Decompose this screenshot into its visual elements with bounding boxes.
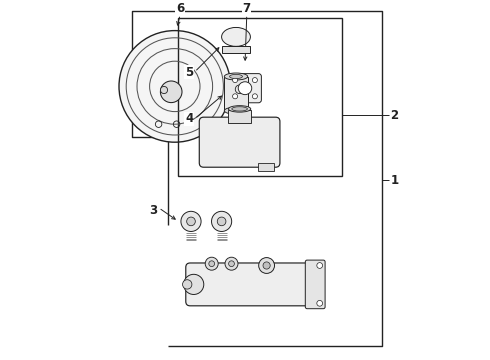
Circle shape <box>205 257 218 270</box>
Circle shape <box>235 85 244 94</box>
FancyBboxPatch shape <box>186 263 318 306</box>
Circle shape <box>263 262 270 269</box>
Circle shape <box>259 258 274 274</box>
Text: 3: 3 <box>149 204 157 217</box>
Ellipse shape <box>228 106 251 112</box>
Bar <box>258 163 274 171</box>
Circle shape <box>217 217 226 226</box>
FancyBboxPatch shape <box>199 117 280 167</box>
Circle shape <box>119 31 231 142</box>
Circle shape <box>233 94 238 99</box>
Circle shape <box>252 94 257 99</box>
Ellipse shape <box>229 75 243 78</box>
Circle shape <box>317 300 322 306</box>
Bar <box>178 18 342 176</box>
Text: 7: 7 <box>243 3 251 15</box>
FancyBboxPatch shape <box>305 260 325 309</box>
Circle shape <box>187 217 196 226</box>
Circle shape <box>181 211 201 231</box>
Ellipse shape <box>232 107 247 111</box>
Text: 1: 1 <box>391 174 398 186</box>
Text: 5: 5 <box>185 66 194 78</box>
Text: 2: 2 <box>391 109 398 122</box>
Circle shape <box>225 257 238 270</box>
Circle shape <box>212 211 232 231</box>
Circle shape <box>252 78 257 83</box>
Circle shape <box>209 261 215 266</box>
Text: 4: 4 <box>185 112 194 125</box>
Circle shape <box>229 261 234 266</box>
FancyBboxPatch shape <box>229 74 261 103</box>
Circle shape <box>184 274 204 294</box>
Ellipse shape <box>224 107 248 114</box>
Circle shape <box>317 263 322 269</box>
Circle shape <box>160 86 168 94</box>
Circle shape <box>183 280 192 289</box>
Circle shape <box>160 81 182 103</box>
Bar <box>224 77 248 111</box>
Ellipse shape <box>221 27 250 46</box>
Circle shape <box>233 78 238 83</box>
Ellipse shape <box>238 82 252 95</box>
Text: 6: 6 <box>176 3 184 15</box>
Bar <box>221 46 250 53</box>
Bar <box>228 110 251 122</box>
Ellipse shape <box>224 73 248 80</box>
